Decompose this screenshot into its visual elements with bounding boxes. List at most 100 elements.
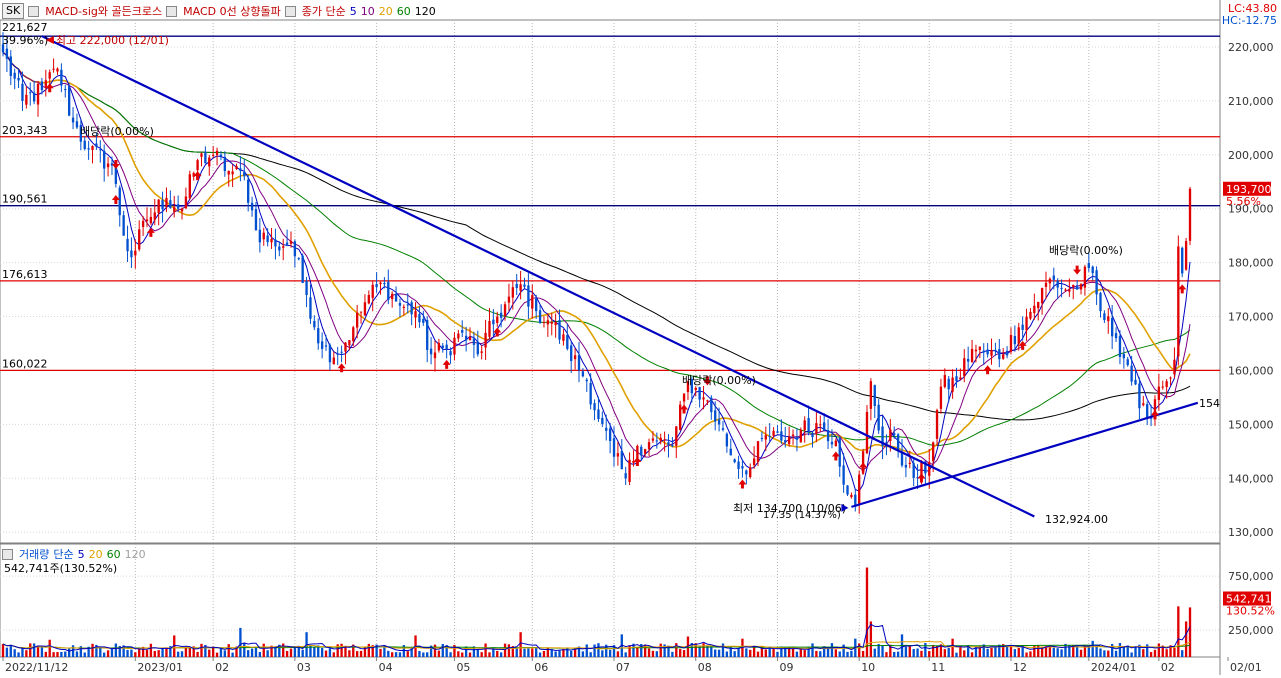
volume-bar: [1033, 645, 1036, 657]
volume-bar: [780, 646, 783, 657]
volume-bar: [531, 648, 534, 657]
volume-bar: [850, 650, 853, 657]
price-axis-tick: 160,000: [1228, 364, 1274, 377]
candle-body: [9, 56, 12, 76]
volume-bar: [784, 648, 787, 657]
candle-body: [176, 204, 180, 209]
volume-bar: [760, 645, 764, 657]
sell-signal-arrow-icon: [1073, 265, 1082, 275]
buy-signal-arrow-icon: [738, 479, 747, 489]
candle-body: [601, 417, 604, 424]
candle-body: [873, 385, 876, 406]
candle-body: [235, 166, 238, 170]
ma-period-20[interactable]: 20: [378, 4, 393, 18]
volume-bar: [593, 644, 596, 657]
candle-body: [472, 338, 476, 345]
volume-bar: [274, 646, 277, 657]
volume-bar: [1048, 646, 1052, 657]
volume-ma-title[interactable]: 단순: [53, 548, 74, 561]
candle-body: [951, 377, 954, 392]
ma-period-10[interactable]: 10: [360, 4, 375, 18]
volume-bar: [651, 650, 655, 657]
volume-bar: [507, 644, 511, 657]
candle-body: [64, 89, 67, 91]
volume-bar: [1153, 649, 1157, 657]
volume-bar: [896, 651, 900, 657]
candle-body: [297, 258, 300, 260]
volume-bar: [180, 651, 184, 657]
volume-bar: [803, 649, 806, 657]
candle-body: [846, 485, 849, 495]
ma-title[interactable]: 종가 단순: [301, 5, 346, 18]
ma-period-5[interactable]: 5: [349, 4, 357, 18]
ma-period-60[interactable]: 60: [396, 4, 411, 18]
candle-body: [803, 420, 806, 431]
candle-body: [1025, 316, 1028, 331]
volume-bar: [858, 643, 861, 657]
candle-body: [324, 345, 328, 347]
candle-body: [402, 306, 406, 308]
volume-ma-5[interactable]: 5: [77, 547, 85, 561]
volume-bar: [208, 649, 211, 657]
volume-bar: [1181, 650, 1184, 657]
volume-bar: [562, 648, 565, 657]
volume-ma-120[interactable]: 120: [124, 547, 146, 561]
candle-body: [355, 312, 359, 328]
volume-bar: [1083, 645, 1087, 657]
indicator-macd-zero[interactable]: MACD 0선 상향돌파: [183, 5, 281, 18]
candle-body: [429, 348, 433, 355]
candle-body: [274, 239, 277, 247]
ma-period-120[interactable]: 120: [414, 4, 436, 18]
volume-bar: [476, 649, 479, 657]
volume-bar: [192, 646, 195, 657]
ma-10-line: [2, 52, 1191, 471]
candle-body: [289, 241, 293, 244]
candle-body: [282, 246, 285, 248]
indicator-macd-cross[interactable]: MACD-sig와 골든크로스: [45, 5, 163, 18]
volume-bar: [480, 652, 483, 657]
volume-bar: [433, 644, 437, 657]
volume-bar: [32, 643, 36, 657]
volume-bar: [819, 651, 822, 657]
x-axis-label: 05: [456, 661, 470, 674]
candle-body: [546, 320, 550, 325]
volume-bar: [943, 649, 946, 657]
stock-tag[interactable]: SK: [2, 3, 25, 19]
volume-bar: [1021, 645, 1024, 657]
candle-body: [1188, 188, 1192, 241]
indicator-toggle-icon[interactable]: [28, 5, 40, 17]
volume-ma-20[interactable]: 20: [88, 547, 103, 561]
volume-bar: [1040, 646, 1044, 657]
candle-body: [605, 427, 608, 431]
volume-bar: [861, 650, 865, 657]
volume-bar: [663, 644, 666, 657]
volume-bar: [484, 643, 487, 657]
volume-bar: [1075, 645, 1079, 657]
volume-bar: [75, 651, 79, 657]
candle-body: [40, 81, 44, 91]
volume-bar: [550, 649, 553, 657]
buy-signal-arrow-icon: [45, 83, 54, 93]
candle-body: [106, 163, 110, 168]
candle-body: [787, 436, 791, 444]
candle-body: [266, 235, 269, 243]
volume-bar: [768, 646, 771, 657]
candle-body: [488, 320, 491, 337]
volume-title[interactable]: 거래량: [19, 548, 50, 561]
candle-body: [1009, 334, 1013, 352]
volume-bar: [916, 648, 919, 657]
volume-bar: [387, 650, 390, 657]
current-volume-pct: 130.52%: [1226, 605, 1275, 618]
indicator-toggle-icon[interactable]: [166, 5, 178, 17]
candle-body: [686, 381, 690, 393]
candle-body: [75, 121, 79, 128]
price-axis-tick: 210,000: [1228, 95, 1274, 108]
x-axis-label: 04: [379, 661, 393, 674]
candle-body: [138, 229, 141, 250]
volume-ma-60[interactable]: 60: [106, 547, 121, 561]
indicator-toggle-icon[interactable]: [284, 5, 296, 17]
volume-toggle-icon[interactable]: [2, 548, 13, 560]
candle-body: [850, 494, 853, 498]
